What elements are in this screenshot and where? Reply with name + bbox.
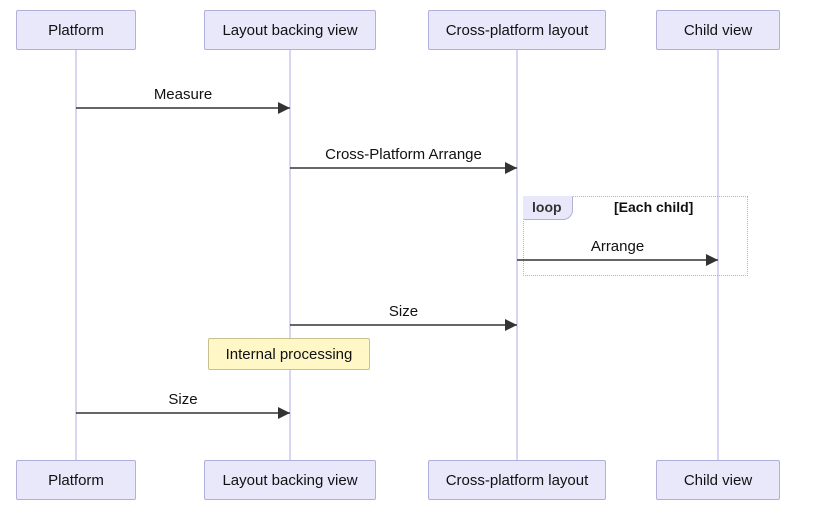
participant-label: Cross-platform layout	[446, 22, 589, 39]
participant-label: Layout backing view	[222, 22, 357, 39]
message-size-2: Size	[76, 391, 290, 408]
participant-child-bottom: Child view	[656, 460, 780, 500]
participant-xplatform-top: Cross-platform layout	[428, 10, 606, 50]
participant-child-top: Child view	[656, 10, 780, 50]
note-internal-processing: Internal processing	[208, 338, 370, 370]
loop-tag: loop	[523, 196, 573, 220]
participant-backing-top: Layout backing view	[204, 10, 376, 50]
participant-backing-bottom: Layout backing view	[204, 460, 376, 500]
message-cross-platform-arrange: Cross-Platform Arrange	[290, 146, 517, 163]
participant-label: Platform	[48, 22, 104, 39]
note-text: Internal processing	[226, 346, 353, 363]
participant-label: Child view	[684, 472, 752, 489]
lifeline-xplatform	[516, 50, 518, 460]
loop-each-child: loop [Each child]	[523, 196, 748, 276]
participant-xplatform-bottom: Cross-platform layout	[428, 460, 606, 500]
participant-label: Cross-platform layout	[446, 472, 589, 489]
message-measure: Measure	[76, 86, 290, 103]
participant-label: Platform	[48, 472, 104, 489]
participant-platform-bottom: Platform	[16, 460, 136, 500]
participant-platform-top: Platform	[16, 10, 136, 50]
message-size-1: Size	[290, 303, 517, 320]
loop-condition: [Each child]	[614, 199, 693, 215]
participant-label: Layout backing view	[222, 472, 357, 489]
participant-label: Child view	[684, 22, 752, 39]
message-arrange: Arrange	[517, 238, 718, 255]
